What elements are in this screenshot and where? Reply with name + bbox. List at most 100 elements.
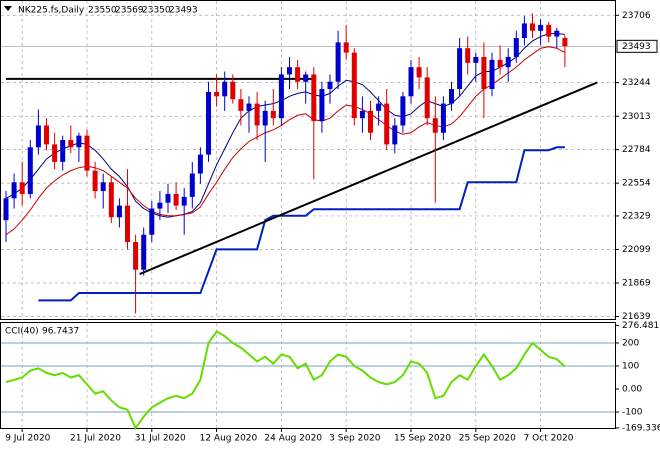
candle-body (133, 242, 139, 270)
candle-body (206, 91, 211, 155)
candle-body (311, 74, 317, 122)
y-tick-label: 22329 (622, 211, 651, 221)
candle-body (141, 234, 147, 270)
candle-body (238, 99, 244, 111)
candle-body (165, 193, 171, 203)
candle-body (384, 103, 390, 145)
y-tick-label: 276.4817 (622, 321, 660, 331)
y-tick-label: 23706 (622, 11, 651, 21)
y-tick-label: 200 (622, 339, 639, 349)
y-tick-label: 23244 (622, 78, 651, 88)
candle-body (335, 42, 341, 82)
candle-body (416, 67, 422, 78)
candle-body (246, 103, 252, 111)
candle-body (27, 147, 33, 194)
indicator-line (5, 33, 565, 218)
candle-body (295, 67, 301, 82)
candle-body (157, 202, 163, 209)
candle-body (473, 56, 479, 63)
x-tick-label: 7 Oct 2020 (524, 434, 574, 444)
candle-body (116, 205, 122, 218)
cci-panel (0, 322, 616, 429)
candle-body (278, 74, 284, 119)
candle-body (254, 103, 260, 126)
candle-body (287, 67, 292, 75)
candle-body (60, 140, 66, 162)
y-tick-label: 22099 (622, 245, 651, 255)
candle-body (125, 205, 130, 243)
y-tick-label: -100 (622, 407, 643, 417)
ohlc-low: 23350 (142, 6, 171, 16)
y-tick-label: 23013 (622, 112, 651, 122)
y-tick-label: -169.336 (622, 423, 660, 433)
x-tick-label: 12 Aug 2020 (200, 434, 258, 444)
y-tick-label: 22784 (622, 145, 651, 155)
candle-body (554, 30, 560, 37)
candle-body (230, 81, 236, 100)
trend-line (139, 81, 598, 276)
x-tick-label: 21 Jul 2020 (70, 434, 121, 444)
candle-body (562, 38, 568, 47)
candle-body (392, 125, 398, 145)
y-tick-label: 21869 (622, 278, 651, 288)
ohlc-high: 23569 (115, 6, 144, 16)
candle-body (521, 23, 527, 39)
candle-body (189, 173, 195, 197)
price-tag (616, 39, 658, 53)
y-tick-label: 21639 (622, 312, 651, 322)
candle-body (52, 144, 58, 162)
candle-body (173, 193, 179, 206)
candle-body (270, 110, 276, 119)
candle-body (44, 125, 49, 145)
x-tick-label: 9 Jul 2020 (5, 434, 50, 444)
x-tick-label: 24 Aug 2020 (264, 434, 322, 444)
candle-body (481, 56, 487, 90)
symbol: NK225.fs,Daily (18, 6, 85, 16)
candle-body (319, 89, 325, 122)
candle-body (222, 81, 228, 97)
candle-body (214, 91, 220, 97)
ohlc-open: 23550 (88, 6, 117, 16)
candle-body (3, 198, 9, 221)
x-tick-label: 3 Sep 2020 (329, 434, 381, 444)
candle-body (327, 81, 333, 90)
x-tick-label: 25 Sep 2020 (459, 434, 516, 444)
candle-body (432, 118, 438, 133)
candle-body (100, 182, 106, 192)
cci-line (5, 330, 566, 431)
candle-body (68, 140, 74, 148)
candle-body (76, 135, 82, 148)
candle-body (351, 52, 357, 119)
candle-body (108, 182, 114, 218)
y-tick-label: 100 (622, 361, 639, 371)
candle-body (197, 154, 203, 174)
candle-body (359, 110, 365, 119)
candle-body (530, 23, 535, 31)
candle-body (489, 59, 495, 90)
cci-current: 96.7437 (42, 327, 79, 337)
price-tag-label: 23493 (622, 42, 651, 52)
candle-body (440, 103, 446, 133)
candle-body (400, 96, 406, 126)
candle-body (505, 56, 511, 68)
candle-body (84, 135, 90, 171)
ohlc-close: 23493 (169, 6, 198, 16)
candle-body (497, 59, 503, 68)
candle-body (262, 110, 268, 126)
candle-body (376, 103, 382, 111)
candle-body (303, 74, 309, 82)
candle-body (11, 182, 17, 199)
x-tick-label: 15 Sep 2020 (394, 434, 451, 444)
y-tick-label: 22554 (622, 179, 651, 189)
indicator-line (5, 46, 566, 236)
indicator-line (38, 146, 565, 302)
menu-arrow[interactable] (4, 6, 12, 11)
candle-body (19, 182, 25, 194)
candle-body (368, 110, 373, 133)
candle-body (92, 170, 98, 192)
candle-body (149, 208, 155, 235)
candle-body (457, 48, 463, 90)
candle-body (546, 24, 552, 37)
x-tick-label: 31 Jul 2020 (135, 434, 186, 444)
